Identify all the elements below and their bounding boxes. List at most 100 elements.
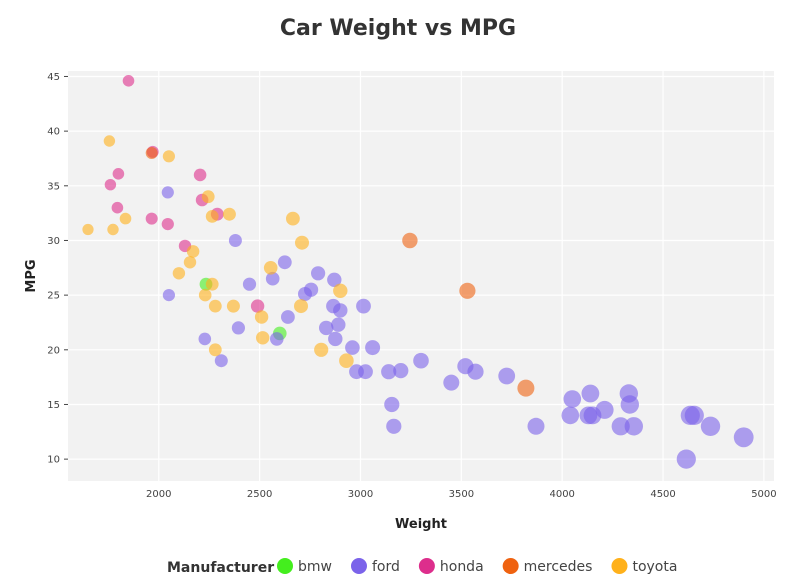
point-honda bbox=[111, 201, 124, 214]
point-toyota bbox=[198, 288, 212, 302]
point-honda bbox=[104, 179, 117, 191]
y-tick-label: 15 bbox=[47, 400, 60, 411]
point-ford bbox=[581, 384, 600, 403]
point-ford bbox=[345, 340, 360, 355]
point-honda bbox=[112, 168, 125, 180]
point-ford bbox=[265, 271, 280, 286]
point-ford bbox=[304, 282, 319, 297]
legend-item-mercedes[interactable]: mercedes bbox=[502, 558, 593, 575]
point-ford bbox=[161, 186, 174, 199]
x-tick-label: 5000 bbox=[751, 489, 776, 500]
point-ford bbox=[319, 320, 334, 336]
point-toyota bbox=[295, 235, 309, 250]
y-tick-label: 10 bbox=[47, 455, 60, 466]
legend-item-bmw[interactable]: bmw bbox=[277, 558, 332, 575]
point-toyota bbox=[205, 277, 219, 291]
y-tick-label: 25 bbox=[47, 291, 60, 302]
point-mercedes bbox=[402, 232, 418, 249]
legend-item-honda[interactable]: honda bbox=[418, 558, 484, 575]
legend-label: toyota bbox=[632, 559, 677, 575]
x-tick-label: 2000 bbox=[146, 489, 171, 500]
point-toyota bbox=[205, 210, 219, 223]
point-ford bbox=[162, 289, 175, 302]
point-toyota bbox=[172, 267, 186, 280]
point-ford bbox=[393, 363, 409, 379]
legend-label: ford bbox=[372, 559, 400, 575]
point-mercedes bbox=[517, 379, 535, 397]
y-tick-label: 30 bbox=[47, 236, 60, 247]
point-ford bbox=[386, 418, 402, 434]
legend-swatch bbox=[277, 558, 293, 574]
point-ford bbox=[595, 400, 614, 419]
point-ford bbox=[228, 234, 242, 247]
legend-item-toyota[interactable]: toyota bbox=[611, 558, 677, 575]
point-ford bbox=[277, 255, 292, 270]
point-ford bbox=[676, 449, 696, 469]
point-ford bbox=[620, 395, 639, 414]
legend-title: Manufacturer bbox=[167, 560, 274, 575]
y-tick-label: 45 bbox=[47, 72, 60, 83]
y-tick-label: 20 bbox=[47, 345, 60, 356]
y-axis-title: MPG bbox=[24, 259, 39, 292]
point-ford bbox=[733, 427, 754, 448]
point-ford bbox=[358, 364, 373, 380]
point-toyota bbox=[254, 310, 269, 324]
x-axis-title: Weight bbox=[395, 517, 447, 532]
point-ford bbox=[443, 374, 460, 391]
legend-swatch bbox=[502, 558, 519, 574]
point-ford bbox=[611, 417, 630, 436]
point-toyota bbox=[339, 353, 354, 369]
point-toyota bbox=[286, 211, 300, 226]
x-tick-label: 2500 bbox=[247, 489, 272, 500]
point-ford bbox=[384, 396, 400, 413]
point-toyota bbox=[263, 261, 278, 275]
y-tick-label: 35 bbox=[47, 181, 60, 192]
legend-item-ford[interactable]: ford bbox=[350, 558, 400, 575]
y-tick-label: 40 bbox=[47, 127, 60, 138]
plot-background bbox=[68, 71, 774, 481]
point-toyota bbox=[333, 283, 348, 298]
point-toyota bbox=[103, 135, 116, 147]
point-mercedes bbox=[459, 282, 476, 299]
point-toyota bbox=[119, 212, 132, 225]
x-tick-labels: 2000 2500 3000 3500 4000 4500 5000 bbox=[146, 489, 777, 500]
legend: Manufacturer bmw ford honda mercedes toyota bbox=[167, 558, 677, 575]
point-ford bbox=[214, 354, 228, 368]
point-ford bbox=[527, 417, 545, 435]
point-honda bbox=[145, 212, 158, 225]
point-ford bbox=[381, 364, 397, 380]
point-toyota bbox=[222, 207, 236, 221]
y-tick-labels: 10 15 20 25 30 35 40 45 bbox=[47, 72, 60, 466]
point-toyota bbox=[294, 299, 308, 314]
point-ford bbox=[684, 405, 704, 425]
data-points bbox=[82, 75, 754, 469]
x-tick-label: 4000 bbox=[549, 489, 574, 500]
legend-label: mercedes bbox=[524, 559, 593, 575]
point-ford bbox=[700, 416, 721, 436]
point-mercedes bbox=[145, 147, 158, 159]
point-ford bbox=[327, 272, 342, 287]
point-ford bbox=[242, 277, 257, 291]
point-ford bbox=[333, 303, 348, 318]
legend-label: bmw bbox=[298, 559, 332, 575]
point-toyota bbox=[314, 342, 329, 357]
point-honda bbox=[161, 218, 174, 231]
chart-title: Car Weight vs MPG bbox=[280, 16, 516, 41]
point-ford bbox=[198, 332, 212, 346]
point-ford bbox=[311, 266, 326, 281]
point-ford bbox=[356, 298, 371, 314]
point-toyota bbox=[186, 245, 200, 258]
point-ford bbox=[231, 321, 245, 335]
point-ford bbox=[561, 406, 580, 425]
point-toyota bbox=[162, 150, 175, 163]
point-toyota bbox=[226, 299, 240, 313]
point-ford bbox=[498, 367, 516, 385]
x-tick-label: 3500 bbox=[449, 489, 474, 500]
point-ford bbox=[331, 317, 346, 332]
point-ford bbox=[413, 352, 429, 369]
point-ford bbox=[328, 331, 343, 347]
x-tick-label: 4500 bbox=[650, 489, 675, 500]
point-ford bbox=[563, 390, 582, 408]
